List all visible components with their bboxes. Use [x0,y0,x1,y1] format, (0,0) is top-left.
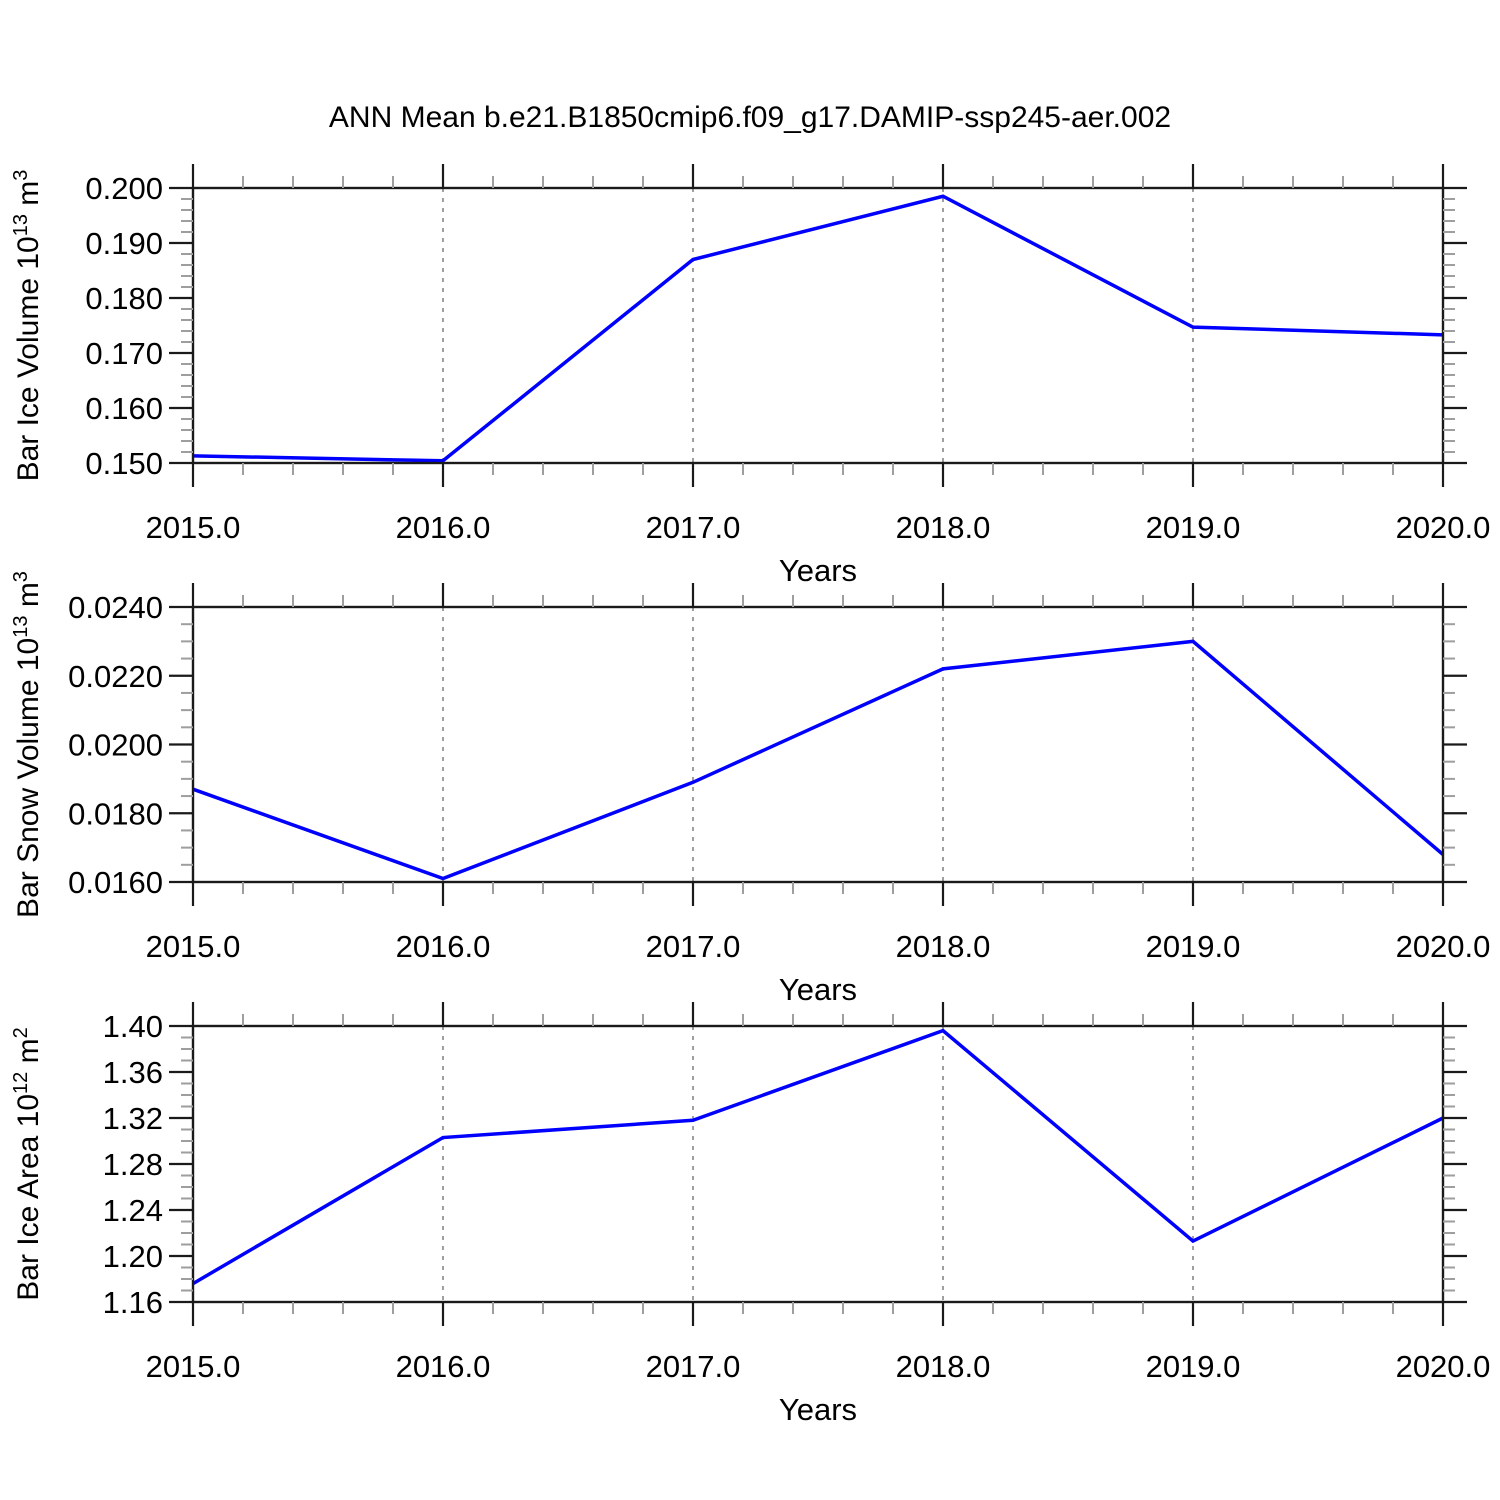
y-tick-label: 0.0180 [68,796,163,831]
y-tick-label: 1.36 [103,1055,163,1090]
x-tick-label: 2019.0 [1146,929,1241,964]
y-tick-label: 0.200 [85,171,163,206]
x-tick-label: 2016.0 [396,929,491,964]
chart-title: ANN Mean b.e21.B1850cmip6.f09_g17.DAMIP-… [328,101,1172,134]
y-tick-label: 1.32 [103,1101,163,1136]
y-axis-title: Bar Ice Volume 1013 m3 [10,170,45,482]
data-line [192,1028,1444,1286]
panel-bar-ice-area: 2015.0 2016.0 2017.0 2018.0 2019.0 2020.0 1.16… [10,1002,1490,1427]
x-tick-label: 2020.0 [1396,929,1491,964]
x-axis-title: Years [779,553,857,588]
y-tick-label: 0.150 [85,446,163,481]
y-tick-label: 1.40 [103,1009,163,1044]
x-tick-label: 2018.0 [896,1349,991,1384]
x-axis-title: Years [779,972,857,1007]
data-line [192,194,1444,463]
x-tick-label: 2020.0 [1396,1349,1491,1384]
data-line [192,639,1445,881]
y-axis-title: Bar Snow Volume 1013 m3 [10,571,45,918]
x-tick-label: 2019.0 [1146,1349,1241,1384]
x-tick-label: 2016.0 [396,1349,491,1384]
y-tick-label: 0.0200 [68,728,163,763]
x-tick-label: 2016.0 [396,510,491,545]
x-tick-label: 2015.0 [146,1349,241,1384]
y-tick-label: 0.160 [85,391,163,426]
x-tick-label: 2015.0 [146,929,241,964]
x-tick-label: 2018.0 [896,510,991,545]
y-tick-label: 0.180 [85,281,163,316]
x-tick-label: 2018.0 [896,929,991,964]
x-tick-label: 2017.0 [646,929,741,964]
x-tick-label: 2017.0 [646,510,741,545]
y-tick-label: 0.170 [85,336,163,371]
y-tick-label: 1.20 [103,1239,163,1274]
x-tick-label: 2020.0 [1396,510,1491,545]
y-tick-label: 1.28 [103,1147,163,1182]
y-axis-title: Bar Ice Area 1012 m2 [10,1027,45,1301]
panel-bar-snow-volume: 2015.0 2016.0 2017.0 2018.0 2019.0 2020.0 0.01… [10,571,1490,1007]
x-tick-label: 2017.0 [646,1349,741,1384]
y-tick-label: 0.0160 [68,865,163,900]
plot-frame [191,605,1445,884]
y-tick-label: 0.190 [85,226,163,261]
y-tick-label: 1.16 [103,1285,163,1320]
y-tick-label: 0.0240 [68,590,163,625]
x-axis-title: Years [779,1392,857,1427]
plot-frame [191,1024,1445,1304]
x-tick-label: 2015.0 [146,510,241,545]
y-tick-label: 0.0220 [68,659,163,694]
plot-frame [191,186,1445,465]
y-tick-label: 1.24 [103,1193,163,1228]
panel-bar-ice-volume: 2015.0 2016.0 2017.0 2018.0 2019.0 2020.0 0.15… [10,164,1490,588]
x-tick-label: 2019.0 [1146,510,1241,545]
